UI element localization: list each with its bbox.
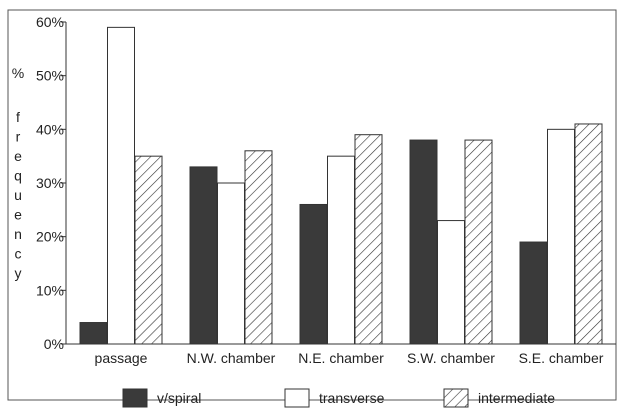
legend-swatch (122, 388, 148, 408)
legend-label: intermediate (478, 390, 555, 406)
bar-v-spiral (299, 203, 328, 345)
y-tick-label: 40% (36, 121, 64, 137)
bar-intermediate (354, 134, 383, 345)
x-axis: passage N.W. chamber N.E. chamber S.W. cham… (66, 343, 616, 366)
bar-transverse (437, 220, 465, 345)
x-category-label: N.E. chamber (298, 350, 384, 366)
bar-transverse (217, 182, 245, 345)
bar-intermediate (574, 123, 603, 345)
y-axis-label: % f r e q u e n c y (12, 65, 24, 281)
y-label-percent: % (12, 65, 24, 81)
bar-transverse (547, 128, 575, 345)
bar-v-spiral (409, 139, 438, 345)
bar-intermediate (464, 139, 493, 345)
y-axis: 0% 10% 20% 30% 40% 50% 60% (36, 14, 67, 352)
bars (79, 26, 603, 345)
y-tick-label: 30% (36, 175, 64, 191)
y-tick-label: 20% (36, 229, 64, 245)
bar-v-spiral (79, 322, 108, 345)
bar-intermediate (134, 155, 163, 345)
x-category-label: S.W. chamber (407, 350, 495, 366)
legend-label: transverse (319, 390, 385, 406)
x-category-label: passage (95, 350, 148, 366)
x-category-label: N.W. chamber (187, 350, 276, 366)
legend: v/spiral transverse intermediate (122, 388, 555, 408)
legend-swatch (284, 388, 310, 408)
bar-transverse (327, 155, 355, 345)
bar-v-spiral (189, 166, 218, 345)
legend-label: v/spiral (157, 390, 201, 406)
chart-frame (7, 9, 617, 401)
legend-swatch (443, 388, 469, 408)
bar-transverse (107, 26, 135, 345)
y-tick-label: 10% (36, 282, 64, 298)
y-tick-label: 50% (36, 68, 64, 84)
x-category-label: S.E. chamber (519, 350, 604, 366)
bar-intermediate (244, 150, 273, 345)
y-tick-label: 60% (36, 14, 64, 30)
bar-v-spiral (519, 241, 548, 345)
y-tick-label: 0% (44, 336, 64, 352)
